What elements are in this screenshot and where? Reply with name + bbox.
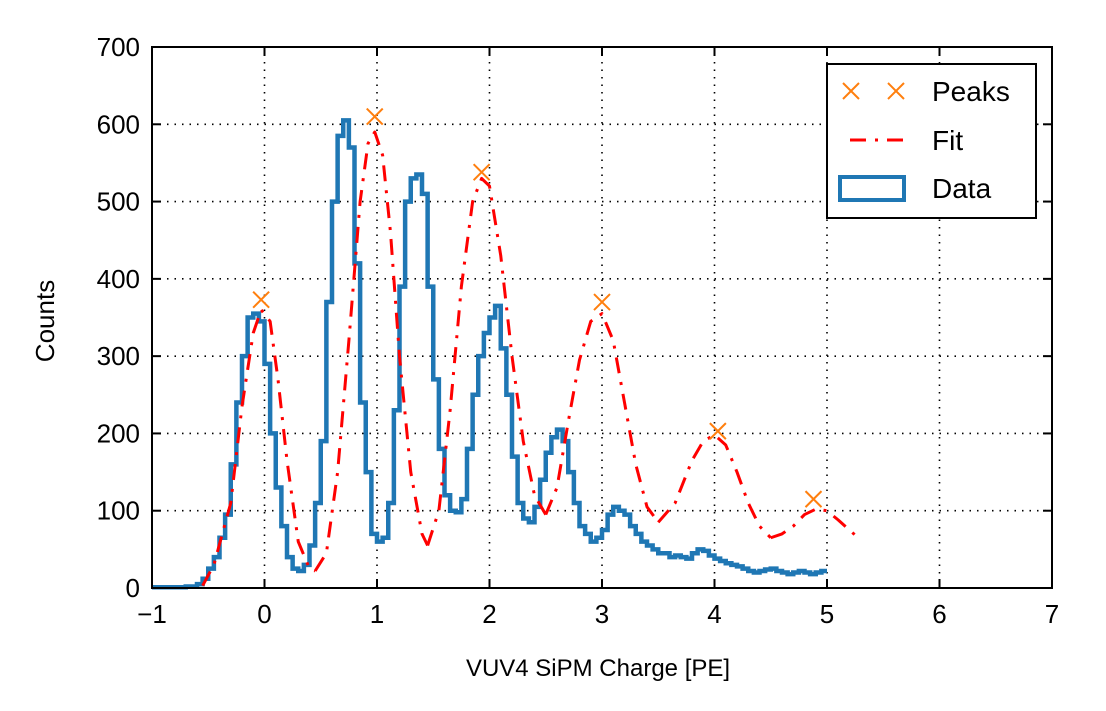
x-tick-label: 1: [370, 599, 384, 629]
y-tick-label: 400: [97, 264, 140, 294]
y-tick-label: 300: [97, 341, 140, 371]
data-histogram-line: [152, 118, 827, 590]
x-axis-label: VUV4 SiPM Charge [PE]: [466, 655, 730, 682]
y-tick-label: 100: [97, 496, 140, 526]
fit-curve-segment: [657, 433, 772, 539]
fit-curve-segment: [544, 312, 660, 524]
peak-marker: [593, 293, 611, 311]
legend-fit-label: Fit: [932, 125, 963, 156]
y-axis-tick-labels: 0 100 200 300 400 500 600 700: [97, 32, 140, 603]
x-axis-tick-labels: −1 0 1 2 3 4 5 6 7: [137, 599, 1059, 629]
peak-marker: [472, 163, 491, 181]
y-tick-label: 500: [97, 187, 140, 217]
x-tick-label: 2: [482, 599, 496, 629]
x-tick-label: 6: [932, 599, 946, 629]
x-tick-label: 7: [1045, 599, 1059, 629]
x-tick-label: 4: [707, 599, 721, 629]
legend-data-swatch: [838, 175, 906, 202]
peak-marker: [366, 107, 384, 126]
y-tick-label: 200: [97, 418, 140, 448]
x-tick-label: −1: [137, 599, 167, 629]
y-tick-label: 0: [126, 573, 140, 603]
legend-peaks-label: Peaks: [932, 76, 1010, 107]
legend-peak-x-icon: [842, 82, 860, 100]
data-series-layer: [152, 118, 827, 590]
x-tick-label: 3: [595, 599, 609, 629]
fit-curve-segment: [426, 176, 548, 546]
y-axis-label: Counts: [30, 280, 60, 362]
fit-curve-segment: [201, 308, 316, 587]
fit-curve-segment: [770, 507, 862, 542]
y-tick-label: 700: [97, 32, 140, 62]
x-tick-label: 5: [820, 599, 834, 629]
legend-data-label: Data: [932, 173, 992, 204]
x-tick-label: 0: [257, 599, 271, 629]
y-tick-label: 600: [97, 109, 140, 139]
peak-marker: [804, 490, 823, 508]
peak-marker: [252, 291, 270, 309]
peaks-series-layer: [252, 107, 823, 508]
legend-peak-x-icon: [887, 82, 905, 100]
legend: Peaks Fit Data: [826, 63, 1037, 219]
legend-peaks-marker: [842, 82, 905, 100]
fit-curve-segment: [313, 130, 429, 572]
peak-marker: [709, 422, 727, 440]
axis-ticks: [151, 46, 1053, 589]
fit-series-layer: [201, 130, 862, 587]
